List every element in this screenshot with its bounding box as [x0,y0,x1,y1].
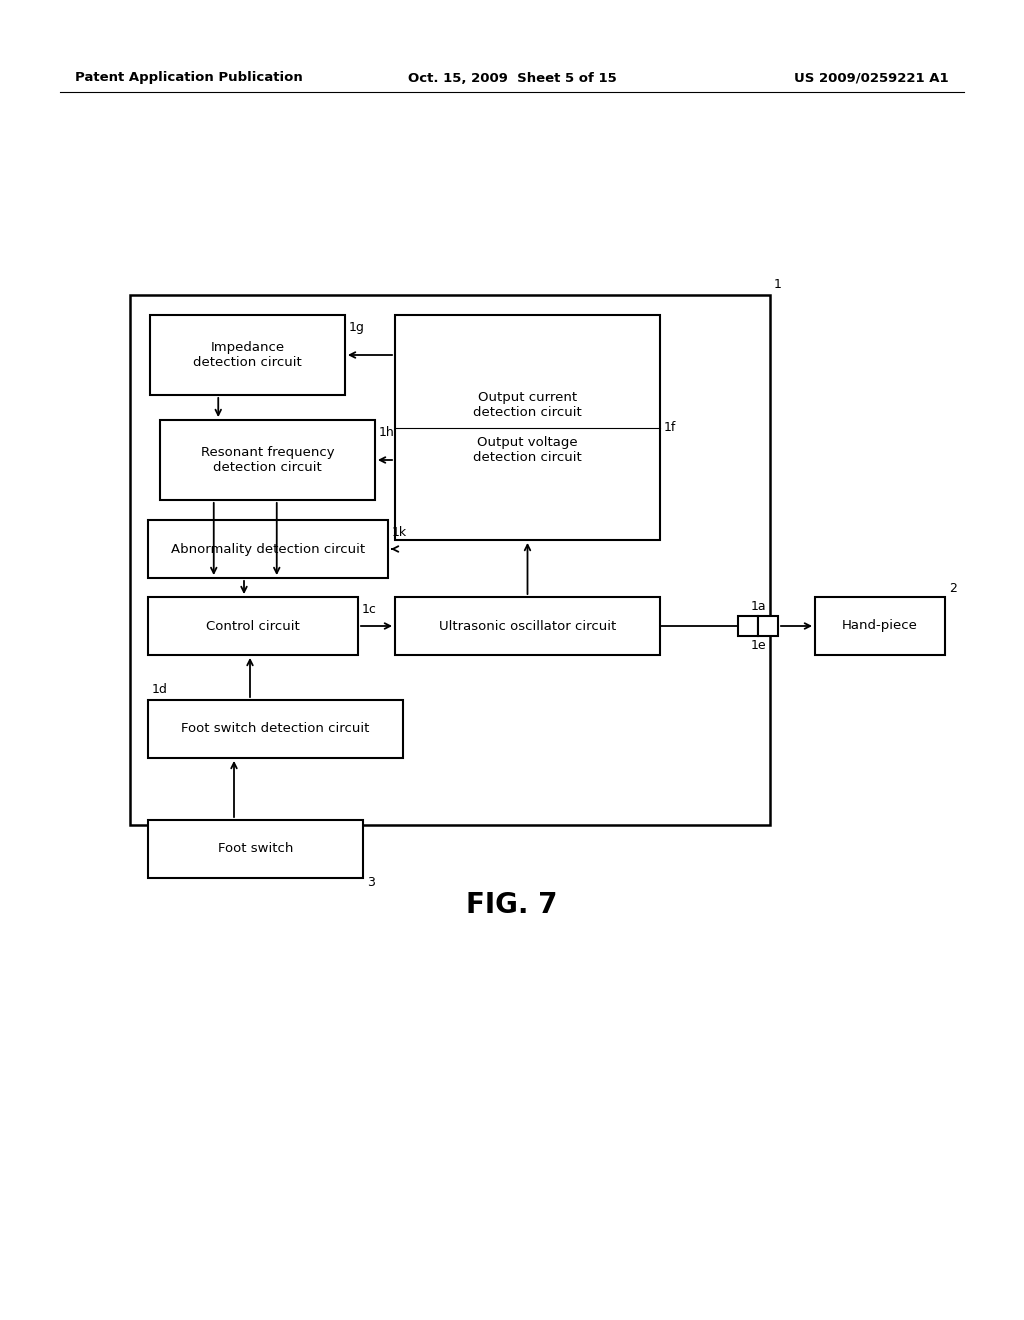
Bar [150,315,345,395]
Text: US 2009/0259221 A1: US 2009/0259221 A1 [795,71,949,84]
Text: Ultrasonic oscillator circuit: Ultrasonic oscillator circuit [439,619,616,632]
Text: FIG. 7: FIG. 7 [466,891,558,919]
Bar [758,616,778,636]
Text: Patent Application Publication: Patent Application Publication [75,71,303,84]
Text: 1f: 1f [664,421,677,434]
Bar [130,294,770,825]
Bar [738,616,758,636]
Text: 1d: 1d [152,682,168,696]
Text: 1c: 1c [362,603,377,616]
Text: Foot switch: Foot switch [218,842,293,855]
Text: Foot switch detection circuit: Foot switch detection circuit [181,722,370,735]
Text: 1g: 1g [349,321,365,334]
Text: 3: 3 [367,876,375,888]
Text: 2: 2 [949,582,956,595]
Bar [148,700,403,758]
Text: Control circuit: Control circuit [206,619,300,632]
Text: Resonant frequency
detection circuit: Resonant frequency detection circuit [201,446,334,474]
Text: Impedance
detection circuit: Impedance detection circuit [194,341,302,370]
Bar [148,820,362,878]
Bar [160,420,375,500]
Text: 1a: 1a [751,601,766,612]
Text: 1e: 1e [751,639,766,652]
Text: 1: 1 [774,279,782,290]
Bar [148,520,388,578]
Text: 1k: 1k [392,525,408,539]
Text: Output current
detection circuit

Output voltage
detection circuit: Output current detection circuit Output … [473,391,582,465]
Text: Hand-piece: Hand-piece [842,619,918,632]
Bar [815,597,945,655]
Text: 1h: 1h [379,426,394,440]
Bar [395,315,660,540]
Bar [148,597,358,655]
Text: Abnormality detection circuit: Abnormality detection circuit [171,543,366,556]
Text: Oct. 15, 2009  Sheet 5 of 15: Oct. 15, 2009 Sheet 5 of 15 [408,71,616,84]
Bar [395,597,660,655]
